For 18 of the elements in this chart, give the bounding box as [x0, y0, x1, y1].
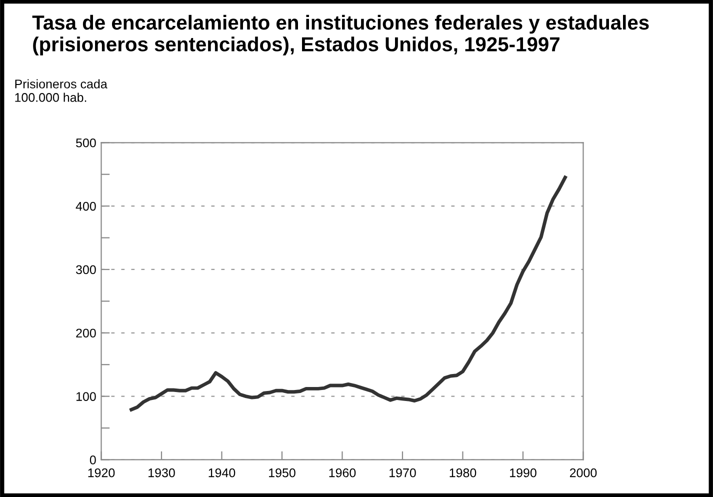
chart-title: Tasa de encarcelamiento en instituciones federales y estaduales (prisioneros sentenciados), Estados Unidos, 1925-1997: [32, 14, 649, 56]
y-tick-label: 100: [76, 392, 96, 401]
y-tick-label: 0: [90, 456, 96, 464]
y-tick-label: 500: [76, 138, 96, 148]
x-tick-label: 1980: [450, 468, 476, 478]
x-tick-label: 1950: [269, 468, 296, 478]
y-tick-label: 300: [76, 265, 96, 274]
x-tick-label: 1930: [148, 468, 175, 478]
y-tick-label: 400: [76, 202, 96, 211]
x-tick-label: 1940: [208, 468, 236, 478]
line-series: [130, 176, 567, 412]
x-tick-label: 1960: [329, 468, 356, 478]
x-tick-label: 1970: [390, 468, 416, 478]
x-tick-label: 2000: [570, 468, 597, 478]
x-tick-label: 1990: [510, 468, 536, 478]
y-axis-title: Prisioneros cada 100.000 hab.: [15, 79, 108, 102]
x-tick-label: 1920: [88, 468, 115, 478]
y-tick-label: 200: [76, 328, 96, 338]
